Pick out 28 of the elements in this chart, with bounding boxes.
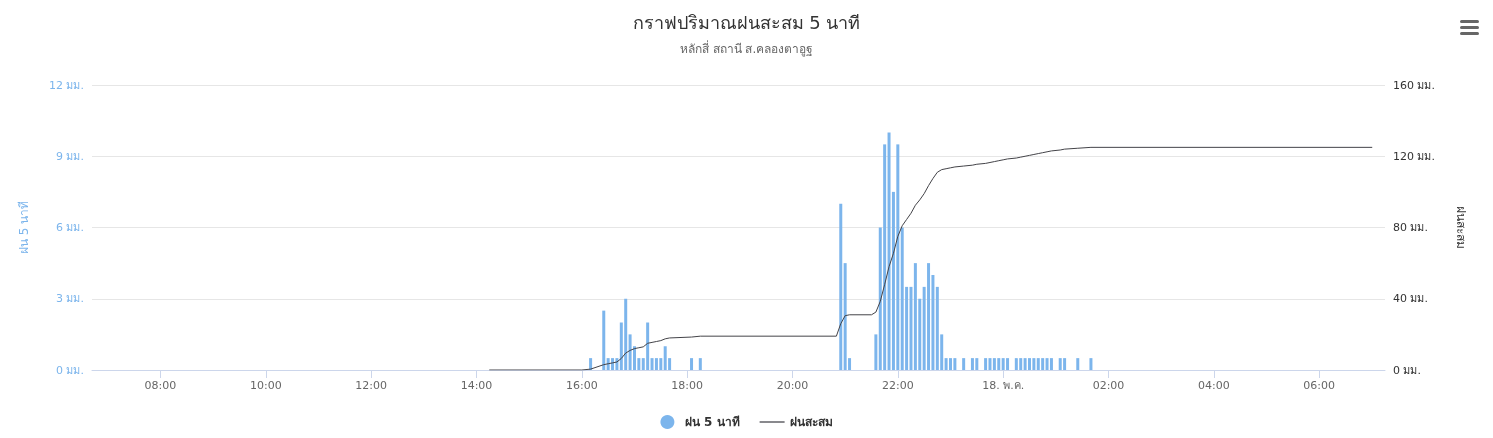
x-tick-label: 10:00 — [249, 379, 282, 392]
y2-axis-title: ฝนสะสม — [1454, 206, 1468, 249]
x-tick-label: 12:00 — [355, 379, 387, 392]
y-tick-label: 9 มม. — [56, 149, 84, 163]
y-axis-title: ฝน 5 นาที — [17, 200, 31, 255]
chart-subtitle: หลักสี่ สถานี ส.คลองตาอูฐ — [679, 40, 814, 57]
legend-label: ฝน 5 นาที — [684, 415, 740, 429]
y-tick-label: 12 มม. — [49, 78, 84, 92]
x-tick-label: 16:00 — [565, 379, 598, 392]
chart-title: กราฟปริมาณฝนสะสม 5 นาที — [632, 11, 861, 33]
y2-tick-label: 160 มม. — [1393, 78, 1435, 92]
x-tick-label: 02:00 — [1092, 379, 1125, 392]
y-tick-label: 3 มม. — [56, 292, 84, 306]
y2-tick-label: 0 มม. — [1393, 363, 1421, 377]
x-tick-label: 04:00 — [1197, 379, 1230, 392]
x-tick-label: 18:00 — [671, 379, 703, 392]
y-tick-label: 6 มม. — [56, 221, 84, 234]
y2-tick-label: 120 มม. — [1393, 149, 1435, 163]
x-tick-label: 18. พ.ค. — [982, 379, 1025, 392]
legend-label: ฝนสะสม — [789, 415, 833, 429]
x-tick-label: 20:00 — [776, 379, 809, 392]
y2-tick-label: 80 มม. — [1393, 221, 1428, 234]
y-tick-label: 0 มม. — [56, 363, 84, 377]
x-tick-label: 06:00 — [1303, 379, 1336, 392]
x-tick-label: 22:00 — [881, 379, 914, 392]
x-tick-label: 08:00 — [144, 379, 177, 392]
y2-tick-label: 40 มม. — [1393, 292, 1428, 306]
x-tick-label: 14:00 — [460, 379, 493, 392]
